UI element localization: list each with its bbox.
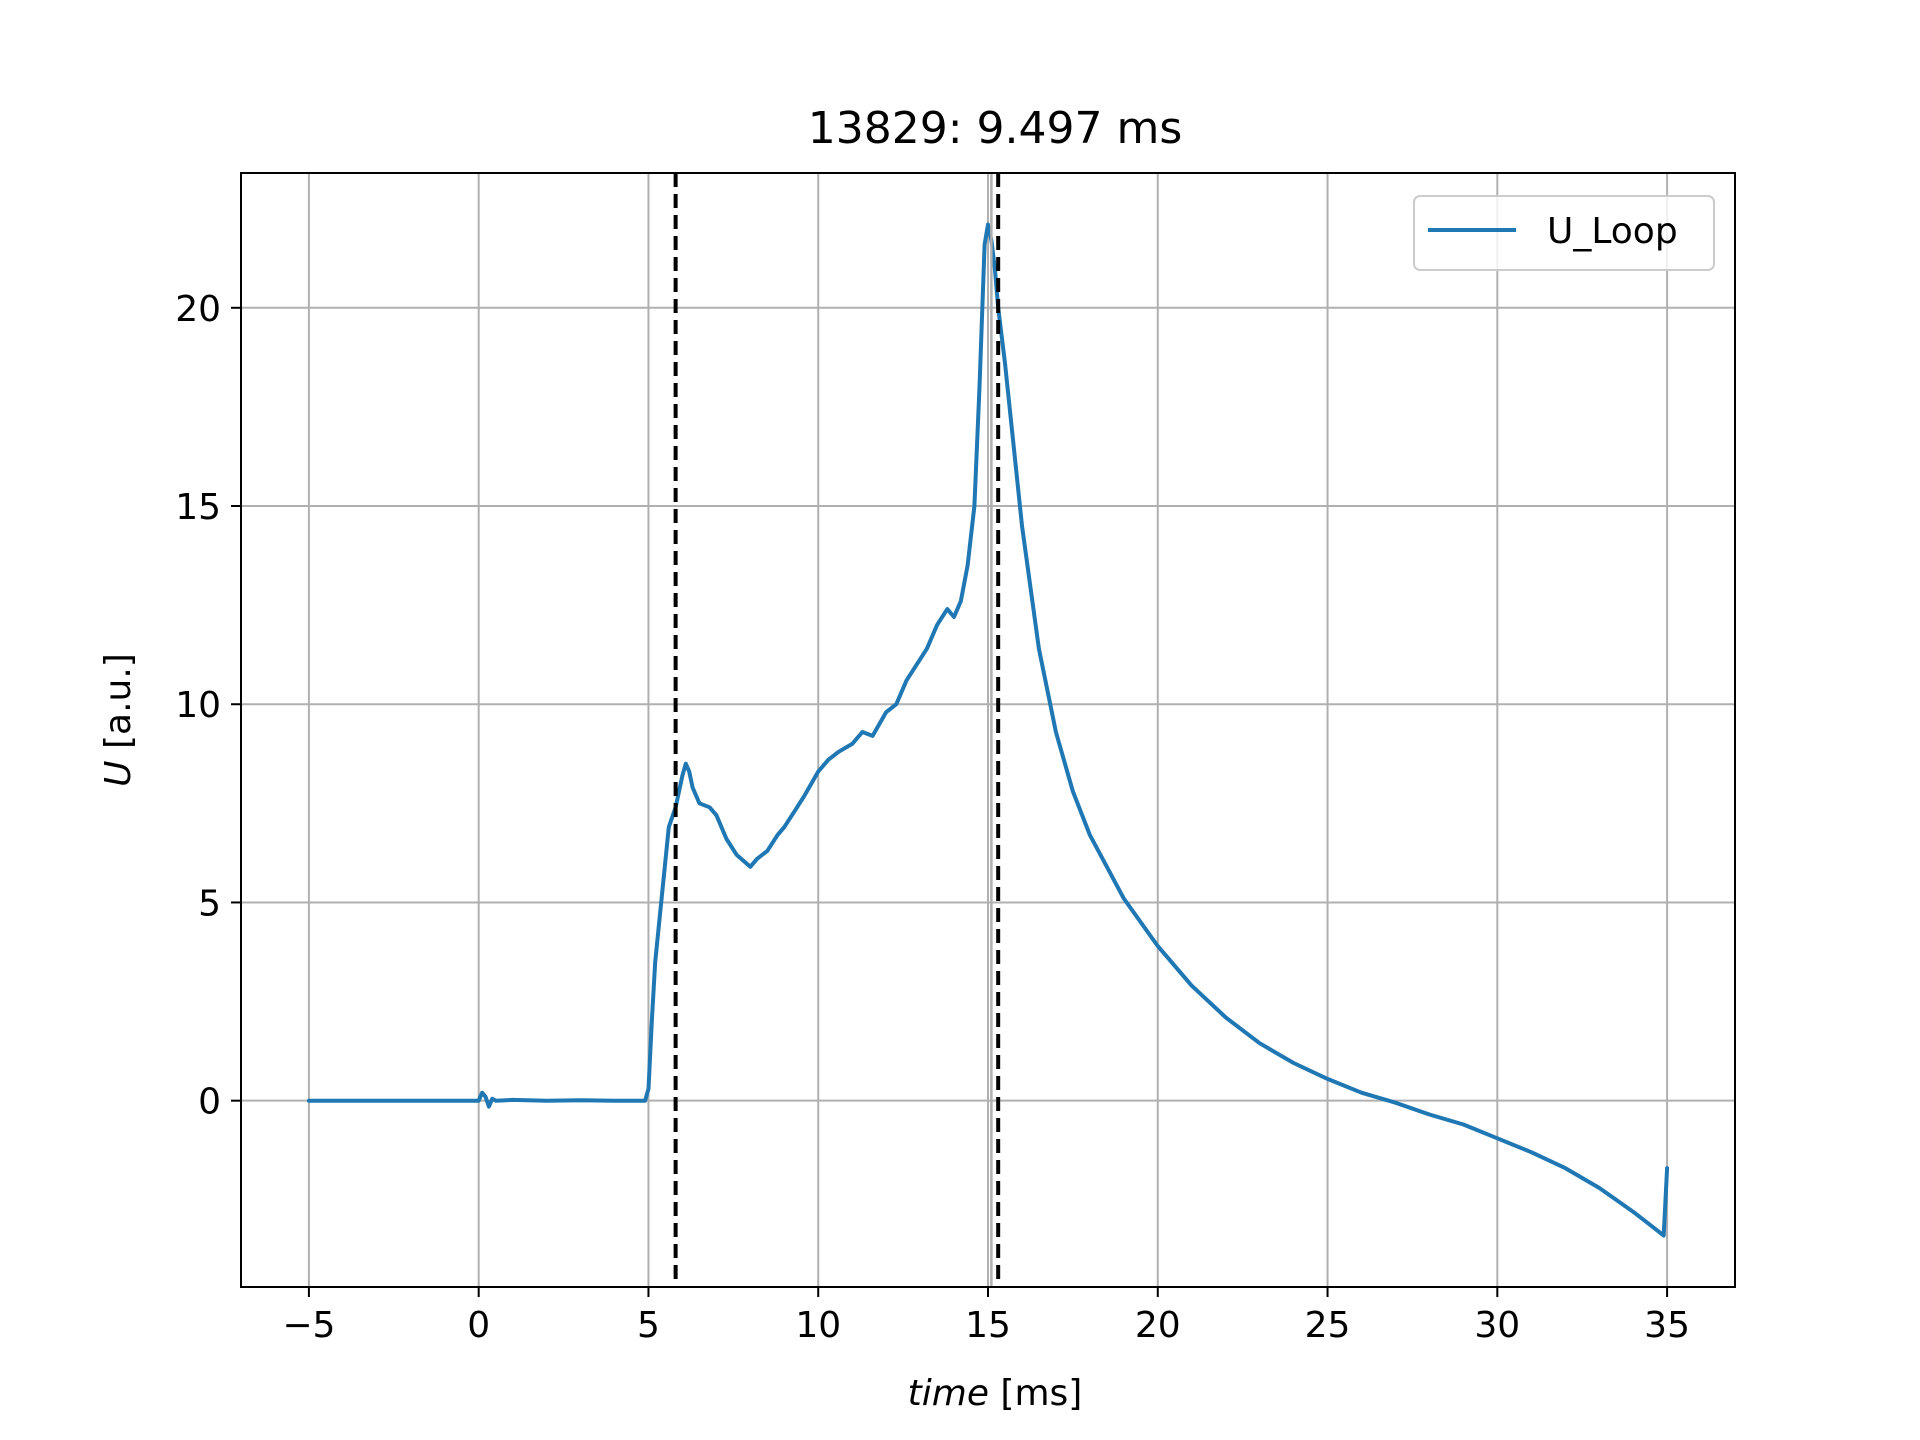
y-tick-label: 0: [198, 1082, 221, 1123]
y-axis-label-unit: [a.u.]: [98, 653, 139, 760]
x-tick-label: 35: [1644, 1305, 1690, 1346]
y-axis: 0 5 10 15 20: [175, 289, 241, 1123]
x-tick-label: 20: [1135, 1305, 1181, 1346]
x-tick-label: −5: [282, 1305, 335, 1346]
y-axis-label: U [a.u.]: [98, 653, 139, 787]
plot-area: [306, 222, 1670, 1238]
chart-title: 13829: 9.497 ms: [808, 103, 1183, 154]
x-axis: −5 0 5 10 15 20 25 30 35: [282, 1287, 1690, 1346]
x-axis-label: time [ms]: [908, 1373, 1083, 1414]
legend-box: [1413, 195, 1715, 271]
x-tick-label: 0: [467, 1305, 490, 1346]
x-axis-label-var: time: [908, 1373, 989, 1414]
x-tick-label: 25: [1305, 1305, 1351, 1346]
y-tick-label: 10: [175, 685, 221, 726]
y-axis-label-var: U: [98, 760, 139, 786]
y-tick-label: 20: [175, 289, 221, 330]
series-line-u-loop: [306, 222, 1670, 1238]
grid: [241, 173, 1735, 1287]
x-tick-label: 15: [965, 1305, 1011, 1346]
y-tick-label: 5: [198, 883, 221, 924]
x-axis-label-unit: [ms]: [989, 1373, 1082, 1414]
reference-lines: [673, 173, 1001, 1287]
legend-label: U_Loop: [1547, 211, 1678, 252]
y-tick-label: 15: [175, 487, 221, 528]
x-tick-label: 10: [795, 1305, 841, 1346]
legend: U_Loop: [1413, 195, 1715, 271]
x-tick-label: 5: [637, 1305, 660, 1346]
x-tick-label: 30: [1474, 1305, 1520, 1346]
